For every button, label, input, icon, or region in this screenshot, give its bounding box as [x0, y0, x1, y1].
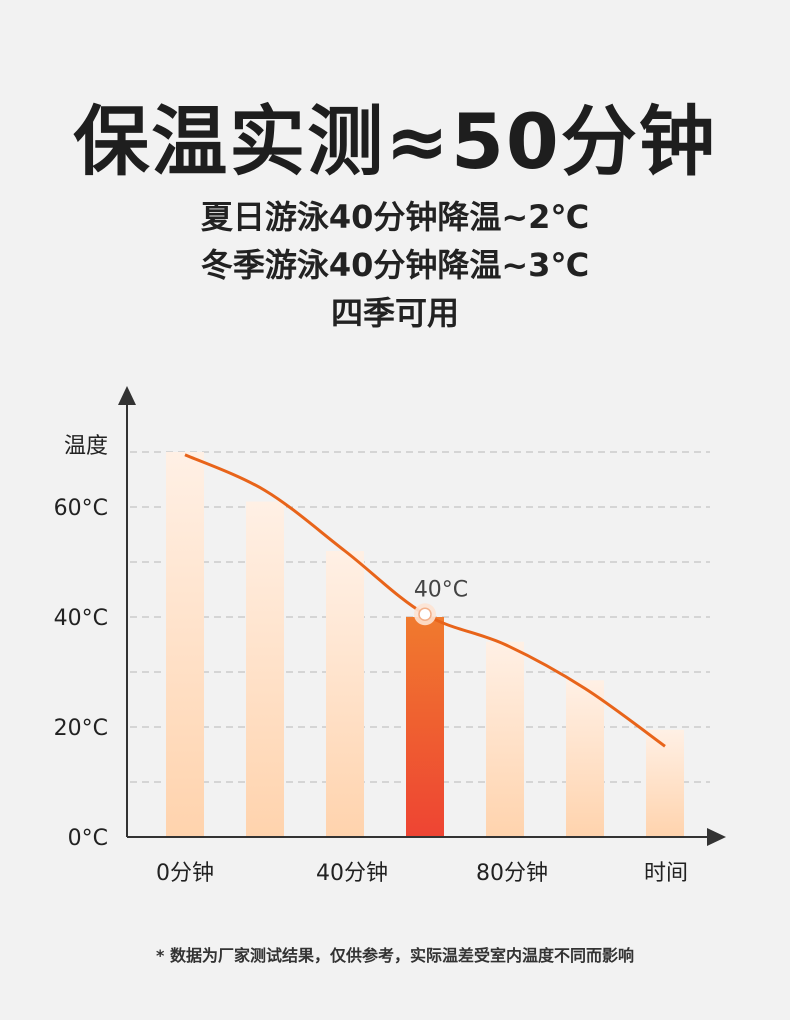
y-axis-title: 温度 [64, 434, 108, 459]
bar [246, 501, 284, 837]
x-axis-arrow [707, 828, 726, 846]
footnote: * 数据为厂家测试结果，仅供参考，实际温差受室内温度不同而影响 [156, 946, 634, 965]
axes-group [118, 386, 726, 846]
marker-dot [418, 607, 432, 621]
bar-highlight [406, 617, 444, 837]
x-tick-label: 80分钟 [476, 861, 548, 886]
y-tick-label: 0°C [68, 826, 108, 851]
subtitle-winter: 冬季游泳40分钟降温~3℃ [200, 246, 590, 284]
bar [566, 680, 604, 837]
annotation-label: 40°C [414, 577, 468, 602]
temperature-chart: 40°C 温度 0°C 20°C 40°C 60°C 0分钟 40分钟 80分钟 时间 [54, 386, 726, 886]
y-tick-label: 60°C [54, 496, 108, 521]
y-tick-label: 20°C [54, 716, 108, 741]
x-tick-label: 40分钟 [316, 861, 388, 886]
bar [486, 641, 524, 837]
axis-labels: 温度 0°C 20°C 40°C 60°C 0分钟 40分钟 80分钟 时间 [54, 434, 688, 886]
bar [326, 551, 364, 837]
x-tick-label: 0分钟 [156, 861, 214, 886]
highlight-marker: 40°C [414, 577, 468, 626]
subtitle-seasons: 四季可用 [330, 294, 459, 332]
y-axis-arrow [118, 386, 136, 405]
y-tick-label: 40°C [54, 606, 108, 631]
bar [166, 452, 204, 837]
bar [646, 729, 684, 837]
x-tick-label: 时间 [644, 861, 688, 886]
page-title: 保温实测≈50分钟 [73, 97, 717, 186]
bars-group [166, 452, 684, 837]
subtitle-summer: 夏日游泳40分钟降温~2℃ [200, 198, 590, 236]
